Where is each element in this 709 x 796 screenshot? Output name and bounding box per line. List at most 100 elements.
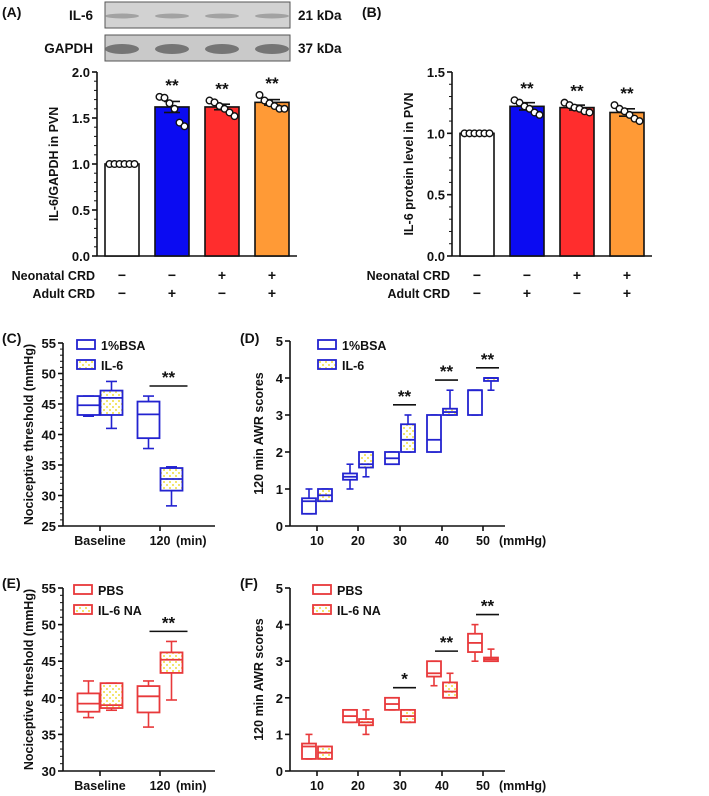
data-point	[280, 104, 289, 113]
box	[426, 414, 442, 453]
significance-label: **	[398, 387, 412, 406]
x-tick-label: 120	[150, 779, 171, 793]
bar	[609, 111, 645, 257]
blot-row-label: GAPDH	[44, 41, 93, 56]
y-tick-label: 0.0	[72, 249, 90, 264]
treatment-sign: −	[218, 285, 226, 301]
treatment-sign: −	[473, 285, 481, 301]
y-tick-label: 50	[42, 367, 56, 382]
treatment-sign: −	[573, 285, 581, 301]
box	[442, 681, 458, 699]
data-point	[130, 159, 139, 168]
box	[99, 389, 124, 416]
y-axis-label: 120 min AWR scores	[252, 618, 266, 741]
panel-label: (A)	[2, 4, 21, 20]
blot-row-label: IL-6	[69, 8, 93, 23]
bar	[204, 106, 240, 257]
y-tick-label: 0	[276, 764, 283, 779]
data-point	[170, 104, 179, 113]
significance-label: **	[481, 597, 495, 616]
data-point	[585, 108, 594, 117]
treatment-label: Adult CRD	[33, 287, 96, 301]
legend-swatch	[76, 339, 96, 350]
x-tick-label: 120	[150, 534, 171, 548]
treatment-sign: −	[118, 267, 126, 283]
treatment-label: Neonatal CRD	[12, 269, 95, 283]
blot-band	[255, 44, 289, 54]
x-tick-label: 40	[435, 534, 449, 548]
significance-label: **	[440, 633, 454, 652]
blot-band	[255, 13, 289, 19]
legend-label: IL-6	[342, 359, 364, 373]
treatment-sign: +	[623, 285, 631, 301]
data-point	[255, 90, 264, 99]
y-tick-label: 45	[42, 654, 56, 669]
box	[136, 685, 161, 714]
y-tick-label: 30	[42, 764, 56, 779]
box	[136, 400, 161, 440]
bar	[459, 132, 495, 257]
y-tick-label: 0.5	[72, 203, 90, 218]
y-tick-label: 45	[42, 397, 56, 412]
y-axis-label: IL-6/GAPDH in PVN	[47, 107, 61, 222]
data-point	[165, 99, 174, 108]
legend-label: IL-6	[101, 359, 123, 373]
x-tick-label: Baseline	[74, 534, 125, 548]
y-tick-label: 5	[276, 334, 283, 349]
box	[99, 682, 124, 709]
x-tick-label: 50	[476, 534, 490, 548]
box	[159, 651, 184, 674]
treatment-label: Neonatal CRD	[367, 269, 450, 283]
x-unit-label: (mmHg)	[499, 534, 546, 548]
box	[400, 423, 416, 453]
x-tick-label: 10	[310, 779, 324, 793]
treatment-sign: −	[118, 285, 126, 301]
panel-label: (C)	[2, 330, 21, 346]
y-axis-label: 120 min AWR scores	[252, 372, 266, 495]
legend-swatch	[312, 584, 332, 595]
blot-size-label: 37 kDa	[298, 41, 342, 56]
blot-band	[205, 13, 239, 19]
y-tick-label: 30	[42, 489, 56, 504]
legend-swatch	[73, 604, 93, 615]
significance-label: **	[162, 613, 176, 632]
y-tick-label: 1	[276, 727, 283, 742]
significance-label: **	[215, 80, 229, 99]
blot-band	[105, 44, 139, 54]
panel-label: (E)	[2, 575, 21, 591]
x-tick-label: 10	[310, 534, 324, 548]
box	[426, 660, 442, 678]
x-unit-label: (mmHg)	[499, 779, 546, 793]
y-tick-label: 40	[42, 691, 56, 706]
y-axis-label: IL-6 protein level in PVN	[402, 92, 416, 235]
significance-label: **	[265, 74, 279, 93]
legend-label: 1%BSA	[342, 339, 386, 353]
y-tick-label: 0	[276, 519, 283, 534]
data-point	[160, 93, 169, 102]
x-tick-label: 20	[351, 779, 365, 793]
y-tick-label: 5	[276, 581, 283, 596]
legend-label: PBS	[98, 584, 124, 598]
x-unit-label: (min)	[176, 779, 207, 793]
bar	[559, 106, 595, 257]
treatment-sign: +	[623, 267, 631, 283]
legend-label: PBS	[337, 584, 363, 598]
treatment-sign: +	[268, 285, 276, 301]
treatment-label: Adult CRD	[388, 287, 451, 301]
panel-label: (D)	[240, 330, 259, 346]
significance-label: **	[162, 368, 176, 387]
y-tick-label: 2.0	[72, 65, 90, 80]
y-tick-label: 3	[276, 408, 283, 423]
blot-band	[155, 13, 189, 19]
data-point	[535, 110, 544, 119]
y-axis-label: Nociceptive threshold (mmHg)	[22, 344, 36, 525]
treatment-sign: −	[168, 267, 176, 283]
y-axis-label: Nociceptive threshold (mmHg)	[22, 589, 36, 770]
treatment-sign: −	[473, 267, 481, 283]
y-tick-label: 55	[42, 336, 56, 351]
y-tick-label: 0.0	[427, 249, 445, 264]
box	[467, 389, 483, 416]
panel-label: (F)	[240, 575, 258, 591]
treatment-sign: +	[573, 267, 581, 283]
